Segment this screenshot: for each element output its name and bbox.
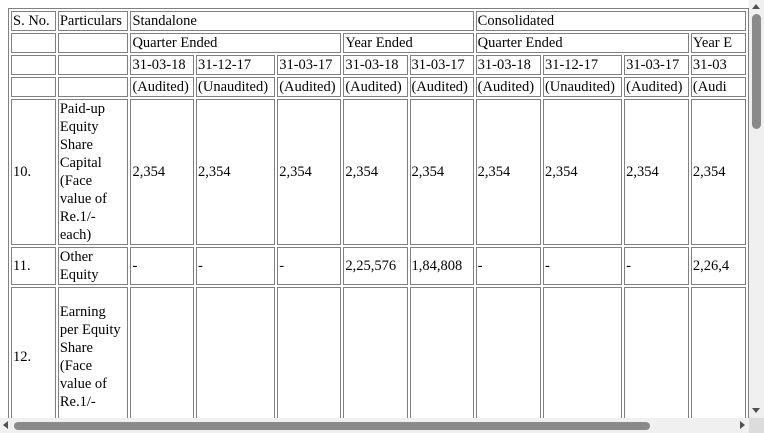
header-sno: S. No. (11, 11, 56, 31)
value-cell: - (542, 247, 623, 285)
value-cell (196, 287, 276, 418)
row-sno: 12. (11, 287, 56, 418)
date-cell: 31-03-17 (624, 55, 689, 75)
audit-status-cell: (Audited) (130, 77, 195, 97)
value-cell: 2,354 (624, 99, 689, 245)
value-cell: 2,354 (130, 99, 195, 245)
table-row: 12. Earning per Equity Share (Face value… (11, 287, 746, 418)
value-cell: - (475, 247, 541, 285)
horizontal-scrollbar[interactable] (0, 418, 749, 433)
scroll-up-arrow-icon[interactable] (752, 4, 760, 9)
header-standalone-year-ended: Year Ended (343, 33, 474, 53)
audit-status-cell: (Audi (690, 77, 746, 97)
value-cell: 2,354 (409, 99, 474, 245)
document-viewport: S. No. Particulars Standalone Consolidat… (8, 8, 749, 418)
header-row-1: S. No. Particulars Standalone Consolidat… (11, 11, 746, 31)
value-cell (130, 287, 195, 418)
scroll-right-arrow-icon[interactable] (740, 421, 745, 429)
header-row-dates: 31-03-18 31-12-17 31-03-17 31-03-18 31-0… (11, 55, 746, 75)
scroll-left-arrow-icon[interactable] (3, 421, 8, 429)
value-cell (343, 287, 408, 418)
header-particulars: Particulars (57, 11, 129, 31)
date-cell: 31-03-18 (343, 55, 408, 75)
value-cell (277, 287, 342, 418)
date-cell: 31-03 (690, 55, 746, 75)
date-cell: 31-12-17 (196, 55, 276, 75)
value-cell: - (196, 247, 276, 285)
date-cell: 31-03-18 (130, 55, 195, 75)
financial-results-table: S. No. Particulars Standalone Consolidat… (8, 8, 749, 418)
row-particular: Other Equity (57, 247, 129, 285)
value-cell (542, 287, 623, 418)
audit-status-cell: (Audited) (343, 77, 408, 97)
value-cell (690, 287, 746, 418)
value-cell: 2,354 (475, 99, 541, 245)
value-cell: 2,354 (196, 99, 276, 245)
row-particular: Earning per Equity Share (Face value of … (57, 287, 129, 418)
audit-status-cell: (Audited) (409, 77, 474, 97)
empty-cell (11, 55, 56, 75)
value-cell: 2,26,4 (690, 247, 746, 285)
vertical-scroll-thumb[interactable] (752, 14, 761, 129)
date-cell: 31-12-17 (542, 55, 623, 75)
value-cell (624, 287, 689, 418)
empty-cell (11, 33, 56, 53)
row-sno: 11. (11, 247, 56, 285)
scrollbar-corner (749, 418, 764, 433)
header-consolidated-year-ended: Year E (690, 33, 746, 53)
empty-cell (11, 77, 56, 97)
horizontal-scroll-thumb[interactable] (14, 422, 650, 430)
value-cell (475, 287, 541, 418)
date-cell: 31-03-18 (475, 55, 541, 75)
header-standalone-quarter-ended: Quarter Ended (130, 33, 342, 53)
row-sno: 10. (11, 99, 56, 245)
scroll-down-arrow-icon[interactable] (752, 408, 760, 413)
date-cell: 31-03-17 (277, 55, 342, 75)
empty-cell (57, 55, 129, 75)
header-row-2: Quarter Ended Year Ended Quarter Ended Y… (11, 33, 746, 53)
value-cell: - (624, 247, 689, 285)
empty-cell (57, 33, 129, 53)
value-cell (409, 287, 474, 418)
audit-status-cell: (Audited) (624, 77, 689, 97)
audit-status-cell: (Audited) (475, 77, 541, 97)
audit-status-cell: (Audited) (277, 77, 342, 97)
table-row: 11. Other Equity - - - 2,25,576 1,84,808… (11, 247, 746, 285)
audit-status-cell: (Unaudited) (542, 77, 623, 97)
value-cell: 2,354 (343, 99, 408, 245)
value-cell: 1,84,808 (409, 247, 474, 285)
row-particular: Paid-up Equity Share Capital (Face value… (57, 99, 129, 245)
audit-status-cell: (Unaudited) (196, 77, 276, 97)
date-cell: 31-03-17 (409, 55, 474, 75)
header-row-audit: (Audited) (Unaudited) (Audited) (Audited… (11, 77, 746, 97)
empty-cell (57, 77, 129, 97)
header-standalone: Standalone (130, 11, 474, 31)
value-cell: - (277, 247, 342, 285)
vertical-scrollbar[interactable] (749, 0, 764, 418)
value-cell: 2,354 (690, 99, 746, 245)
header-consolidated: Consolidated (475, 11, 746, 31)
table-row: 10. Paid-up Equity Share Capital (Face v… (11, 99, 746, 245)
header-consolidated-quarter-ended: Quarter Ended (475, 33, 689, 53)
value-cell: 2,354 (542, 99, 623, 245)
value-cell: 2,25,576 (343, 247, 408, 285)
value-cell: - (130, 247, 195, 285)
value-cell: 2,354 (277, 99, 342, 245)
